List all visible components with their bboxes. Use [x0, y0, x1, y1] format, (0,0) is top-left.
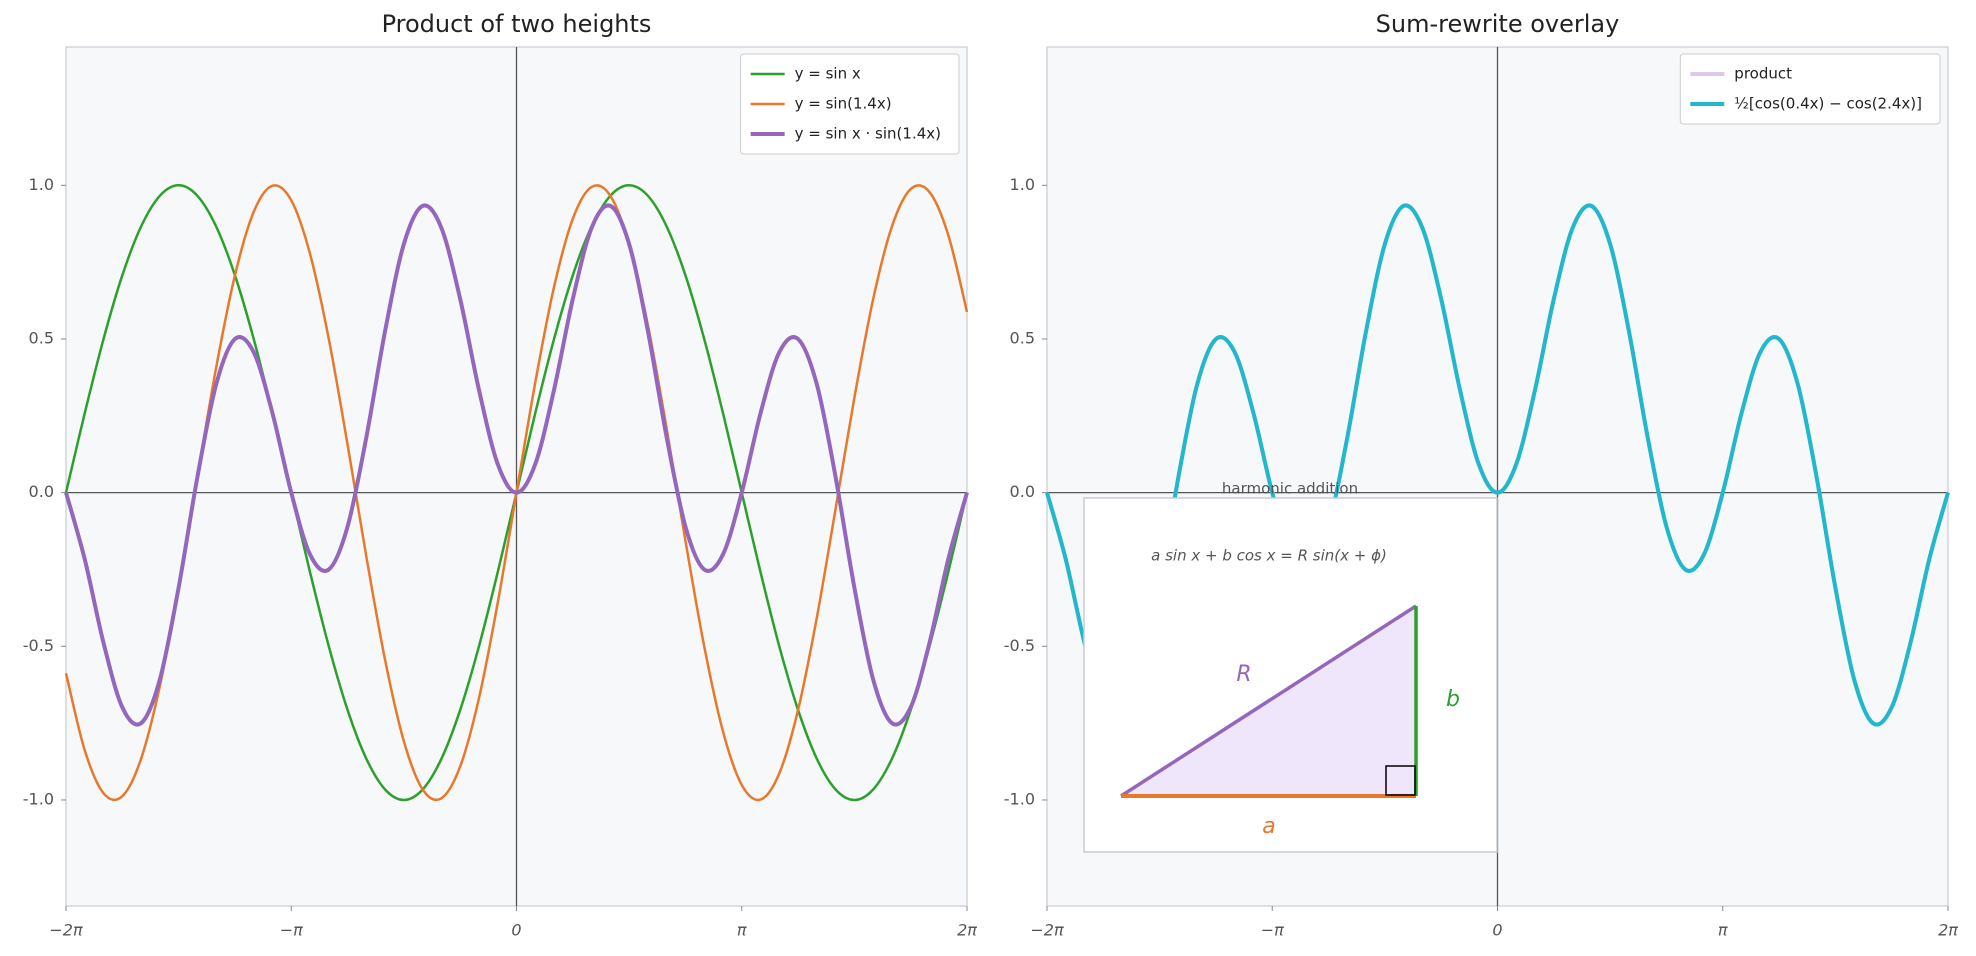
- chart-title: Product of two heights: [382, 10, 652, 38]
- legend-label: ½[cos(0.4x) − cos(2.4x)]: [1734, 95, 1922, 113]
- y-tick-label: -0.5: [1004, 636, 1035, 655]
- y-tick-label: -1.0: [23, 789, 54, 808]
- y-tick-label: 0.5: [29, 328, 54, 347]
- y-tick-label: 0.5: [1010, 328, 1035, 347]
- legend-label: product: [1734, 65, 1792, 83]
- hypotenuse: [1120, 604, 1417, 798]
- y-tick-label: 0.0: [29, 482, 54, 501]
- x-tick-label: 0: [511, 921, 521, 940]
- x-tick-label: π: [737, 921, 747, 940]
- legend-box: [1679, 53, 1941, 125]
- x-tick-label: 2π: [1938, 921, 1958, 940]
- x-tick-label: π: [1718, 921, 1728, 940]
- plots: Product of two heights -1.0 -0.5 0.0 0.5 1.0 −…: [23, 10, 1958, 940]
- y-tick-label: -0.5: [23, 636, 54, 655]
- y-tick-label: 1.0: [1010, 175, 1035, 194]
- inset-formula: a sin x + b cos x = R sin(x + ϕ): [1151, 547, 1387, 565]
- y-tick-label: 0.0: [1010, 482, 1035, 501]
- series-line: [64, 203, 969, 727]
- legend-box: [740, 53, 960, 155]
- right-angle: [1385, 765, 1416, 796]
- inset: harmonic addition a sin x + b cos x = R …: [1083, 480, 1498, 853]
- legend-label: y = sin x: [795, 65, 861, 83]
- x-tick-label: −π: [1261, 921, 1284, 940]
- x-tick-label: −2π: [1030, 921, 1064, 940]
- series-line: [1045, 203, 1950, 727]
- chart: Product of two heights -1.0 -0.5 0.0 0.5 1.0 −…: [23, 10, 977, 940]
- y-tick-label: 1.0: [29, 175, 54, 194]
- x-tick-label: 0: [1492, 921, 1502, 940]
- x-tick-label: 2π: [957, 921, 977, 940]
- y-tick-label: -1.0: [1004, 789, 1035, 808]
- chart-title: Sum-rewrite overlay: [1376, 10, 1620, 38]
- label-b: b: [1446, 687, 1460, 712]
- x-tick-label: −2π: [49, 921, 83, 940]
- legend-label: y = sin x · sin(1.4x): [795, 125, 941, 143]
- legend-label: y = sin(1.4x): [795, 95, 892, 113]
- x-tick-label: −π: [280, 921, 303, 940]
- inset-title: harmonic addition: [1222, 480, 1358, 498]
- label-r: R: [1236, 662, 1251, 687]
- label-a: a: [1262, 814, 1275, 839]
